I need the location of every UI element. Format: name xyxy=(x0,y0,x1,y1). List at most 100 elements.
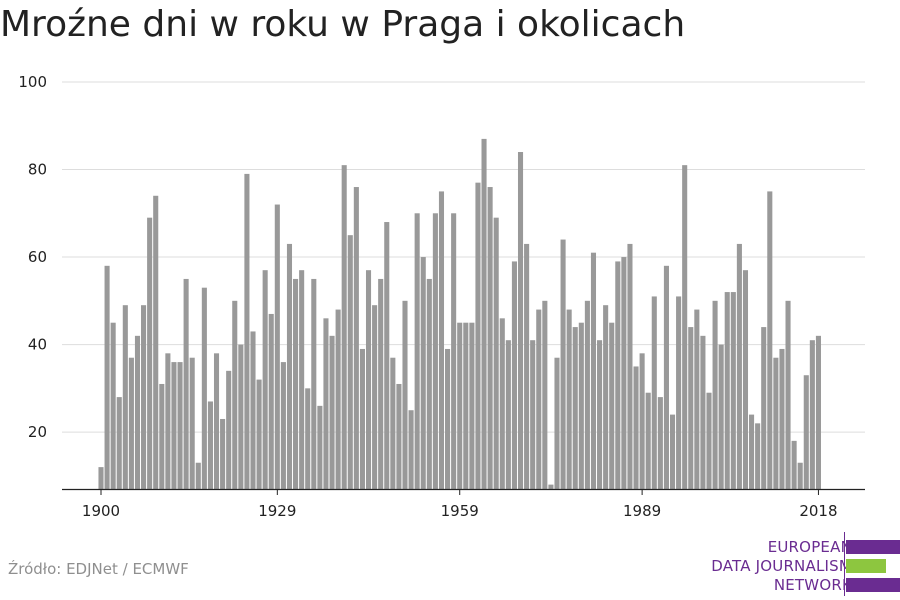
bar-2018 xyxy=(815,335,821,489)
bar-1978 xyxy=(572,327,578,489)
bar-1914 xyxy=(183,278,189,489)
logo-bar-purple-bottom xyxy=(846,578,900,592)
bar-2009 xyxy=(761,327,767,489)
bar-1937 xyxy=(323,318,329,489)
bar-1948 xyxy=(390,357,396,489)
bar-1902 xyxy=(110,322,116,489)
bar-1958 xyxy=(451,213,457,490)
bar-1929 xyxy=(274,204,280,490)
bar-1917 xyxy=(201,287,207,489)
bar-1955 xyxy=(432,213,438,490)
bar-1987 xyxy=(627,243,633,489)
bar-2008 xyxy=(755,423,761,489)
bar-2003 xyxy=(724,292,730,489)
bar-1950 xyxy=(402,300,408,489)
bar-1967 xyxy=(505,340,511,489)
bar-1996 xyxy=(682,165,688,489)
bar-1976 xyxy=(560,239,566,489)
bar-1945 xyxy=(372,305,378,489)
bar-1907 xyxy=(141,305,147,489)
bar-1999 xyxy=(700,335,706,489)
bar-1910 xyxy=(159,383,165,489)
x-axis: 1900 1929 1959 1989 2018 xyxy=(62,488,865,520)
bar-2012 xyxy=(779,348,785,489)
bar-1977 xyxy=(566,309,572,489)
x-tick-label: 1989 xyxy=(623,502,661,520)
bar-1903 xyxy=(116,397,122,489)
logo-divider xyxy=(844,532,845,596)
bar-1941 xyxy=(347,235,353,489)
bar-1954 xyxy=(426,278,432,489)
y-tick-label: 60 xyxy=(28,248,47,266)
bar-1991 xyxy=(651,296,657,489)
bar-1931 xyxy=(286,243,293,489)
bar-1946 xyxy=(378,278,384,489)
bar-1908 xyxy=(147,217,153,490)
bar-1911 xyxy=(165,353,171,489)
bar-1936 xyxy=(317,405,323,489)
bar-1982 xyxy=(597,340,603,489)
bar-1924 xyxy=(244,173,250,489)
bar-2017 xyxy=(809,340,815,489)
bar-2007 xyxy=(749,414,755,489)
bar-2015 xyxy=(797,462,803,489)
bar-1947 xyxy=(384,222,390,490)
bar-1900 xyxy=(98,467,104,489)
bar-2002 xyxy=(718,344,724,489)
logo-line-3: NETWORK xyxy=(773,576,852,594)
bar-1901 xyxy=(104,265,110,489)
bar-1938 xyxy=(329,335,335,489)
bar-1970 xyxy=(524,243,530,489)
bar-2004 xyxy=(730,292,736,489)
bars xyxy=(98,138,821,490)
bar-2010 xyxy=(767,191,773,489)
bar-1981 xyxy=(590,252,597,489)
logo-line-2: DATA JOURNALISM xyxy=(711,557,852,575)
bar-1972 xyxy=(536,309,542,489)
source-note: Źródło: EDJNet / ECMWF xyxy=(8,560,189,578)
bar-1956 xyxy=(438,191,445,489)
bar-1993 xyxy=(663,265,669,489)
bar-1953 xyxy=(420,257,426,489)
bar-1984 xyxy=(609,322,615,489)
bar-1963 xyxy=(481,138,487,489)
bar-1952 xyxy=(414,213,420,490)
bar-1926 xyxy=(256,379,262,489)
bar-1980 xyxy=(584,300,590,489)
x-tick-label: 1959 xyxy=(441,502,479,520)
bar-1930 xyxy=(280,362,286,489)
bar-2000 xyxy=(706,392,712,489)
bar-1992 xyxy=(657,397,663,489)
bar-1966 xyxy=(499,318,505,489)
bar-1969 xyxy=(517,152,524,489)
bar-1905 xyxy=(128,357,134,489)
bar-2016 xyxy=(803,375,809,489)
bar-1986 xyxy=(621,257,627,489)
y-axis-ticks: 20 40 60 80 100 xyxy=(18,73,47,441)
bar-1943 xyxy=(359,348,365,489)
bar-2005 xyxy=(736,243,742,489)
bar-1962 xyxy=(475,182,481,489)
y-tick-label: 80 xyxy=(28,161,47,179)
bar-1957 xyxy=(445,348,451,489)
bar-1965 xyxy=(493,217,499,490)
bar-1942 xyxy=(353,187,359,489)
bar-1928 xyxy=(268,313,274,489)
logo-line-1: EUROPEAN xyxy=(767,538,852,556)
bar-1932 xyxy=(293,278,299,489)
bar-1960 xyxy=(463,322,469,489)
bar-1904 xyxy=(122,305,128,489)
bar-1995 xyxy=(676,296,682,489)
logo-bar-purple-top xyxy=(846,540,900,554)
bar-1994 xyxy=(669,414,676,489)
bar-1933 xyxy=(299,270,305,489)
bar-1944 xyxy=(365,270,372,489)
bar-1983 xyxy=(603,305,609,489)
bar-1961 xyxy=(469,322,475,489)
bar-2013 xyxy=(785,300,791,489)
bar-1968 xyxy=(511,261,517,489)
bar-1906 xyxy=(134,335,141,489)
bar-1998 xyxy=(694,309,700,489)
bar-1915 xyxy=(189,357,195,489)
y-tick-label: 100 xyxy=(18,73,47,91)
